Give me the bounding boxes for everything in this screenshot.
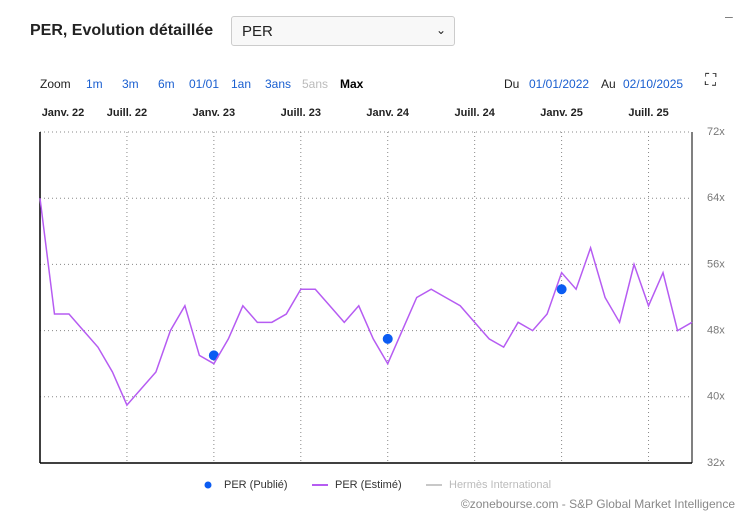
y-tick-label: 48x xyxy=(707,325,725,337)
zoom-button: 5ans xyxy=(302,77,329,91)
zoom-label: Zoom xyxy=(40,77,71,91)
point xyxy=(382,333,393,344)
point xyxy=(556,284,567,295)
zoom-button[interactable]: 01/01 xyxy=(189,77,220,91)
zoom-button[interactable]: 1m xyxy=(86,77,103,91)
legend-label[interactable]: Hermès International xyxy=(449,479,551,491)
zoom-button[interactable]: Max xyxy=(340,77,364,91)
line xyxy=(39,198,693,407)
y-tick-label: 64x xyxy=(707,192,725,204)
zoom-button[interactable]: 3ans xyxy=(265,77,292,91)
legend-label[interactable]: PER (Estimé) xyxy=(335,479,402,491)
x-tick-label: Janv. 24 xyxy=(366,107,409,119)
y-tick-label: 56x xyxy=(707,258,725,270)
fullscreen[interactable]: ⛶ xyxy=(705,72,717,89)
x-tick-label: Janv. 25 xyxy=(540,107,583,119)
credit: ©zonebourse.com - S&P Global Market Inte… xyxy=(460,497,735,511)
legend-swatch xyxy=(204,481,212,489)
to-date[interactable]: 02/10/2025 xyxy=(623,77,684,91)
x-tick-label: Juill. 23 xyxy=(281,107,321,119)
to-label: Au xyxy=(601,77,616,91)
y-tick-label: 32x xyxy=(707,457,725,469)
x-tick-label: Juill. 22 xyxy=(107,107,147,119)
from-label: Du xyxy=(504,77,520,91)
select[interactable]: PER ⌄ xyxy=(231,16,455,46)
from-date[interactable]: 01/01/2022 xyxy=(529,77,590,91)
minimize[interactable]: – xyxy=(725,8,733,24)
x-tick-label: Janv. 22 xyxy=(42,107,85,119)
select-arrow: ⌄ xyxy=(435,23,446,37)
point xyxy=(208,350,219,361)
legend-label[interactable]: PER (Publié) xyxy=(224,479,288,491)
zoom-button[interactable]: 1an xyxy=(231,77,252,91)
y-tick-label: 72x xyxy=(707,126,725,138)
zoom-button[interactable]: 6m xyxy=(158,77,175,91)
x-tick-label: Janv. 23 xyxy=(193,107,236,119)
zoom-button[interactable]: 3m xyxy=(122,77,139,91)
y-tick-label: 40x xyxy=(707,391,725,403)
select-value: PER xyxy=(242,23,273,40)
x-tick-label: Juill. 25 xyxy=(628,107,668,119)
title: PER, Evolution détaillée xyxy=(30,22,214,39)
x-tick-label: Juill. 24 xyxy=(454,107,495,119)
